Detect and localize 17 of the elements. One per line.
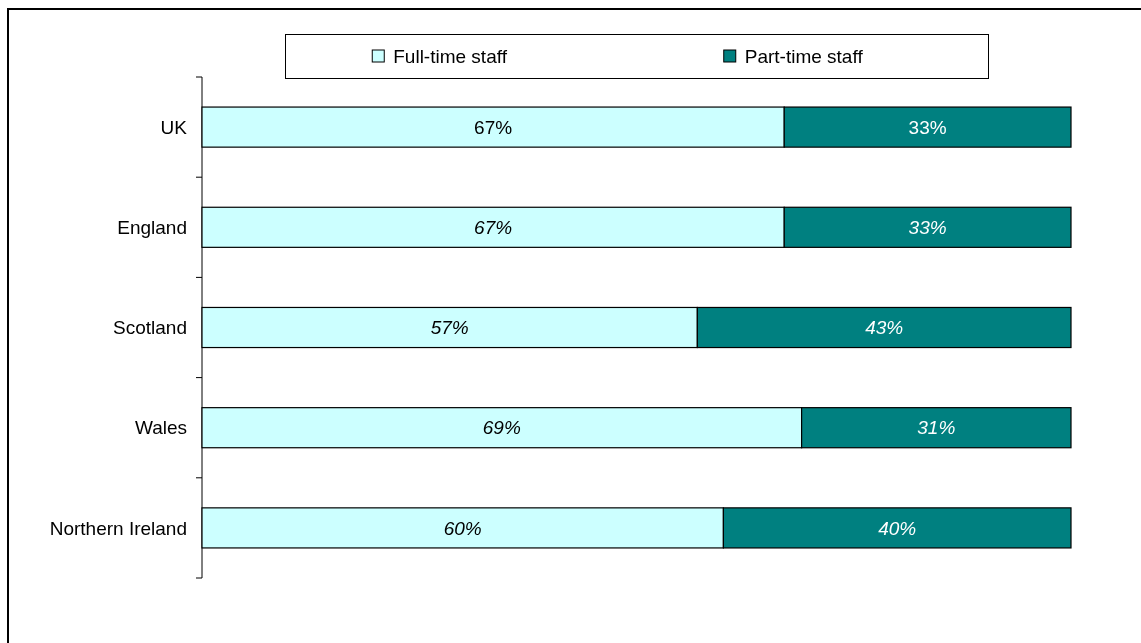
data-label: 31% bbox=[917, 417, 956, 439]
y-tick-label: Northern Ireland bbox=[49, 517, 187, 539]
data-label: 67% bbox=[474, 216, 513, 238]
data-label: 69% bbox=[482, 417, 521, 439]
data-label: 33% bbox=[908, 216, 947, 238]
legend-label: Full-time staff bbox=[393, 45, 508, 67]
y-tick-label: Scotland bbox=[113, 317, 187, 339]
data-label: 57% bbox=[430, 317, 469, 339]
y-tick-label: Wales bbox=[134, 417, 187, 439]
y-tick-label: England bbox=[117, 216, 187, 238]
data-label: 43% bbox=[865, 317, 904, 339]
data-label: 67% bbox=[474, 116, 513, 138]
legend-label: Part-time staff bbox=[744, 45, 864, 67]
data-label: 33% bbox=[908, 116, 947, 138]
data-label: 40% bbox=[878, 517, 917, 539]
data-label: 60% bbox=[443, 517, 482, 539]
y-tick-label: UK bbox=[160, 116, 188, 138]
